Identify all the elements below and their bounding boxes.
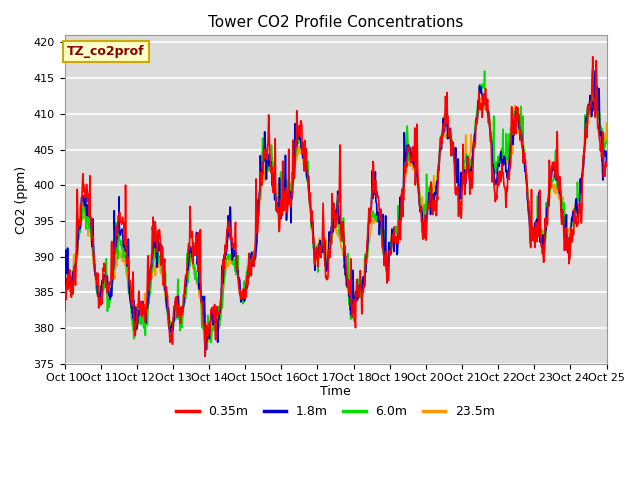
Line: 1.8m: 1.8m <box>65 71 607 349</box>
6.0m <box>204 347 211 352</box>
0.35m <box>364 240 371 245</box>
6.0m <box>351 295 359 301</box>
0.35m <box>351 316 359 322</box>
1.8m <box>603 160 611 166</box>
6.0m <box>212 322 220 327</box>
1.8m <box>555 181 563 187</box>
6.0m <box>493 161 501 167</box>
1.8m <box>364 247 371 253</box>
6.0m <box>481 68 488 74</box>
X-axis label: Time: Time <box>320 385 351 398</box>
0.35m <box>202 354 209 360</box>
23.5m <box>204 339 211 345</box>
1.8m <box>212 318 220 324</box>
Line: 0.35m: 0.35m <box>65 57 607 357</box>
6.0m <box>364 251 371 257</box>
0.35m <box>212 332 220 337</box>
23.5m <box>589 83 597 88</box>
23.5m <box>351 292 359 298</box>
1.8m <box>570 209 578 215</box>
23.5m <box>61 291 68 297</box>
1.8m <box>61 308 68 313</box>
Line: 23.5m: 23.5m <box>65 85 607 342</box>
Legend: 0.35m, 1.8m, 6.0m, 23.5m: 0.35m, 1.8m, 6.0m, 23.5m <box>171 400 500 423</box>
1.8m <box>202 347 210 352</box>
23.5m <box>364 252 371 258</box>
0.35m <box>603 162 611 168</box>
6.0m <box>61 294 68 300</box>
0.35m <box>61 283 68 288</box>
23.5m <box>555 196 563 202</box>
1.8m <box>591 68 599 74</box>
23.5m <box>493 160 501 166</box>
Y-axis label: CO2 (ppm): CO2 (ppm) <box>15 166 28 234</box>
1.8m <box>493 176 501 181</box>
0.35m <box>493 188 501 194</box>
6.0m <box>603 138 611 144</box>
1.8m <box>351 294 359 300</box>
0.35m <box>555 184 563 190</box>
Text: TZ_co2prof: TZ_co2prof <box>67 45 145 58</box>
Line: 6.0m: 6.0m <box>65 71 607 349</box>
0.35m <box>589 54 596 60</box>
23.5m <box>570 206 578 212</box>
23.5m <box>212 325 220 331</box>
6.0m <box>570 209 578 215</box>
6.0m <box>556 181 563 187</box>
23.5m <box>603 120 611 126</box>
Title: Tower CO2 Profile Concentrations: Tower CO2 Profile Concentrations <box>208 15 463 30</box>
0.35m <box>570 220 578 226</box>
